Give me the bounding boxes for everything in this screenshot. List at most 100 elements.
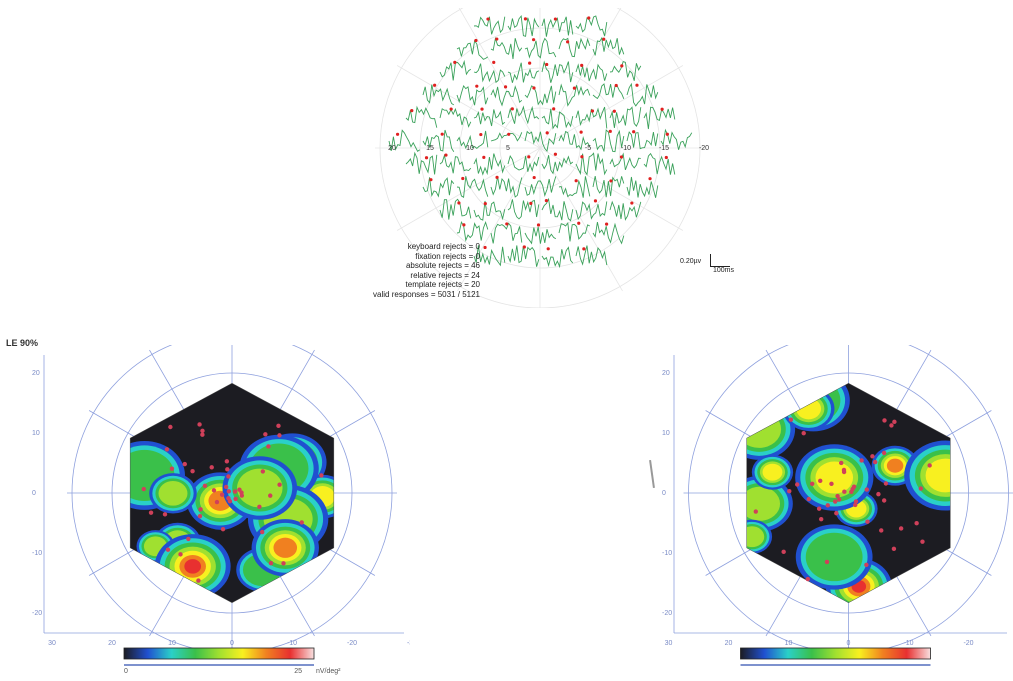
response-trace: [541, 197, 574, 222]
x-tick-label: -10: [287, 640, 297, 647]
left-map-cut-label: LE 90%: [6, 338, 39, 348]
location-marker: [853, 502, 858, 508]
trace-grid-spoke: [457, 147, 541, 292]
location-marker: [225, 467, 230, 472]
location-marker: [276, 423, 281, 429]
colorbar-min-label: 0: [124, 668, 128, 675]
response-trace: [456, 221, 489, 242]
response-trace: [558, 130, 591, 151]
x-tick-label: 30: [665, 640, 673, 647]
trace-peak-marker: [587, 16, 591, 20]
response-trace: [660, 128, 693, 150]
trace-grid-spoke: [539, 65, 684, 149]
colorbar: [740, 647, 931, 666]
response-trace: [473, 63, 506, 84]
location-marker: [892, 419, 897, 425]
response-trace: [422, 177, 455, 198]
response-trace: [473, 16, 506, 35]
location-marker: [920, 539, 925, 544]
trace-peak-marker: [461, 176, 465, 181]
y-tick-label: 0: [662, 490, 666, 497]
trace-peak-marker: [604, 222, 609, 226]
location-marker: [839, 460, 844, 466]
x-tick-label: -20: [347, 640, 357, 647]
y-tick-label: -20: [662, 610, 672, 617]
response-trace: [541, 108, 574, 130]
trace-peak-marker: [579, 130, 583, 134]
response-trace: [422, 129, 455, 152]
response-trace: [439, 107, 472, 128]
trace-peak-marker: [664, 155, 668, 160]
y-tick-label: 10: [32, 430, 40, 437]
response-trace: [592, 83, 625, 100]
trace-peak-marker: [503, 85, 508, 89]
trace-grid-spoke: [396, 147, 541, 231]
trace-peak-marker: [444, 153, 448, 157]
trace-grid-spoke: [539, 147, 623, 292]
density-blob: [762, 463, 783, 481]
trace-x-tick-label: 10: [466, 145, 474, 152]
trace-peak-marker: [582, 247, 586, 251]
trace-peak-marker: [574, 179, 578, 183]
response-trace: [456, 176, 489, 198]
location-marker: [881, 450, 887, 456]
location-marker: [825, 503, 830, 508]
location-marker: [865, 519, 870, 524]
trace-peak-marker: [480, 107, 484, 111]
trace-x-tick-label: 15: [426, 145, 434, 152]
trace-x-tick-label: -5: [585, 145, 591, 152]
location-marker: [266, 444, 271, 449]
response-trace: [524, 176, 557, 198]
location-marker: [859, 458, 864, 463]
location-marker: [879, 528, 884, 533]
density-blob: [746, 410, 782, 448]
response-trace: [524, 85, 557, 106]
trace-peak-marker: [544, 198, 548, 203]
response-trace: [558, 37, 591, 58]
trace-x-tick-label: 20: [388, 145, 396, 152]
response-trace: [524, 226, 557, 245]
trace-peak-marker: [522, 245, 526, 249]
colorbar: 0 25 nV/deg²: [123, 647, 341, 675]
response-trace: [507, 105, 540, 125]
location-marker: [214, 499, 220, 505]
location-marker: [227, 499, 233, 504]
trace-peak-marker: [492, 60, 496, 64]
density-blob: [886, 458, 904, 473]
trace-grid-spoke: [396, 65, 541, 149]
trace-scale-bar: 0.20µv 100ms: [680, 254, 740, 278]
trace-peak-marker: [665, 132, 669, 136]
trace-peak-marker: [483, 202, 487, 206]
density-blob: [273, 537, 298, 558]
density-blob: [746, 526, 765, 548]
location-marker: [196, 578, 201, 583]
left-response-density-map: 20 10 0 -10 -20 30 20 10 0 -10 -20 -30 0 25 nV/deg²: [32, 345, 410, 675]
trace-x-tick-label: 5: [506, 145, 510, 152]
location-marker: [268, 560, 274, 566]
location-marker: [883, 481, 889, 486]
location-marker: [816, 506, 822, 511]
x-tick-label: 10: [168, 640, 176, 647]
location-marker: [197, 513, 203, 519]
trace-peak-marker: [553, 17, 558, 21]
response-trace: [558, 83, 591, 107]
location-marker: [211, 488, 217, 493]
location-marker: [898, 526, 904, 531]
response-trace: [507, 155, 540, 173]
response-trace: [558, 221, 591, 242]
y-tick-label: 0: [32, 490, 36, 497]
trace-peak-marker: [495, 37, 499, 41]
trace-peak-marker: [529, 201, 533, 205]
location-marker: [801, 430, 806, 436]
location-marker: [260, 469, 266, 474]
response-trace: [609, 61, 642, 81]
trace-peak-marker: [457, 201, 461, 205]
trace-peak-marker: [572, 86, 576, 90]
trace-peak-marker: [486, 17, 490, 21]
location-marker: [277, 433, 282, 438]
colorbar-max-label: 25: [294, 668, 302, 675]
map-axes: 20 10 0 -10 -20 30 20 10 0 -10 -20 -30: [32, 355, 410, 647]
response-trace: [507, 245, 540, 267]
trace-peak-marker: [632, 130, 636, 134]
response-trace: [541, 246, 574, 269]
